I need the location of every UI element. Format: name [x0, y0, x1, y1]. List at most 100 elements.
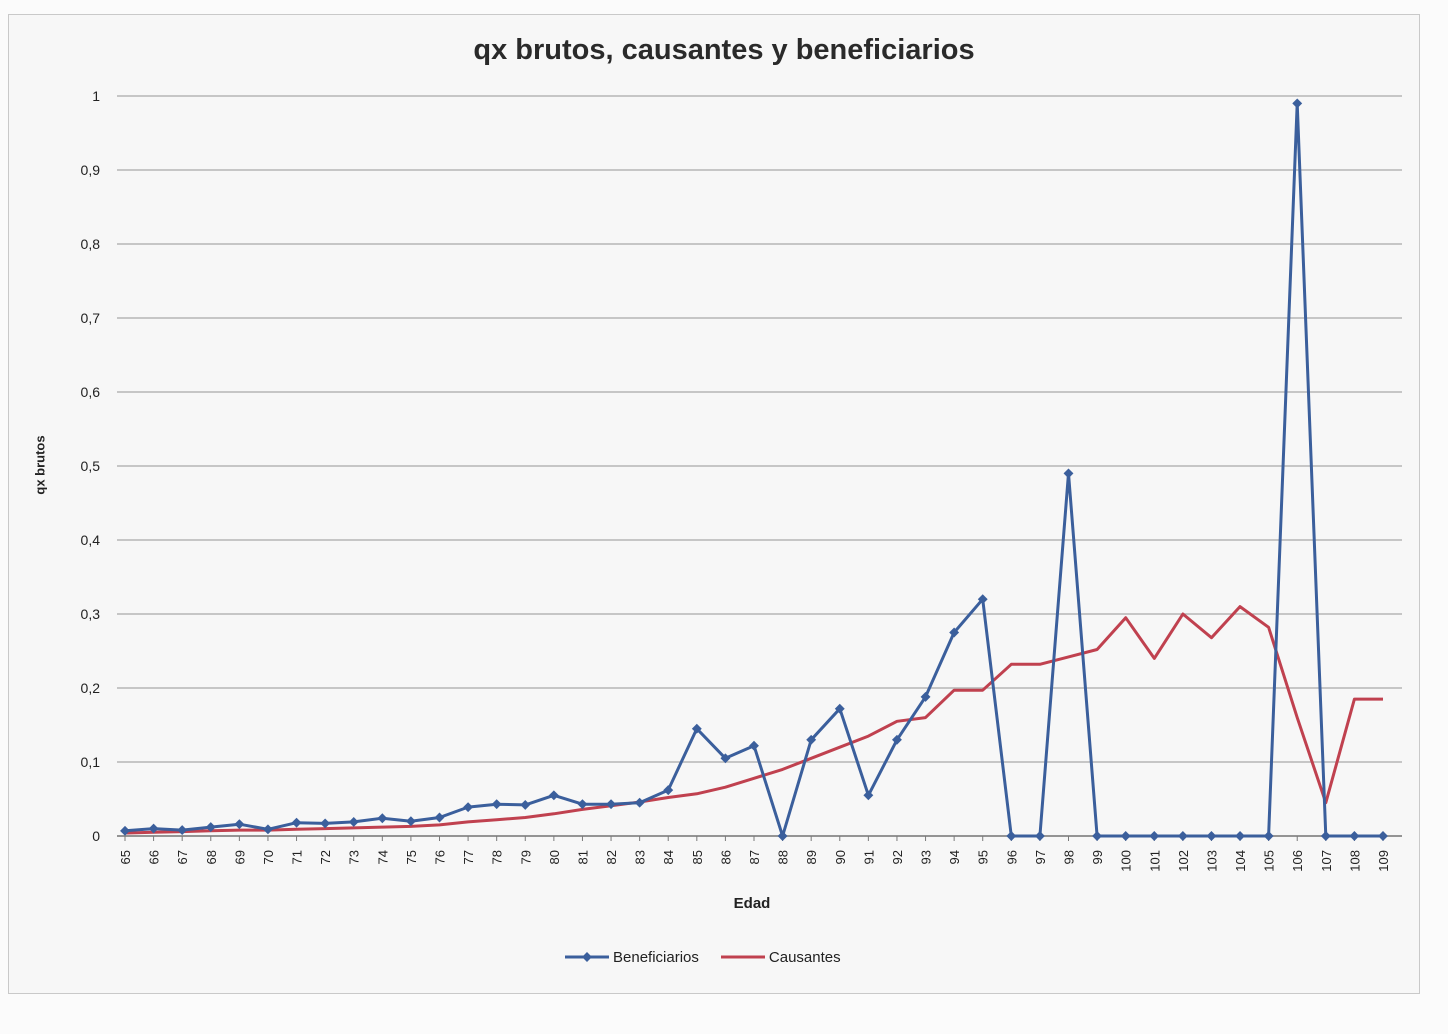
y-tick-label: 0,6	[81, 384, 101, 400]
data-point-beneficiarios	[1349, 831, 1360, 841]
x-tick-label: 103	[1204, 850, 1219, 872]
y-tick-label: 0,8	[81, 236, 101, 252]
x-tick-label: 94	[947, 850, 962, 864]
y-tick-label: 0,1	[81, 754, 101, 770]
data-point-beneficiarios	[749, 740, 759, 751]
x-tick-label: 81	[575, 850, 590, 864]
data-point-beneficiarios	[720, 753, 731, 764]
y-tick-label: 0,9	[81, 162, 101, 178]
x-tick-label: 104	[1233, 850, 1248, 872]
data-point-beneficiarios	[634, 797, 645, 808]
x-tick-label: 82	[604, 850, 619, 864]
data-point-beneficiarios	[1149, 831, 1160, 841]
x-tick-label: 71	[290, 850, 305, 864]
y-tick-label: 0,5	[81, 458, 101, 474]
data-point-beneficiarios	[405, 816, 416, 827]
data-point-beneficiarios	[1320, 831, 1331, 841]
series-line-causantes	[124, 605, 1383, 835]
data-point-beneficiarios	[834, 703, 845, 714]
x-tick-label: 86	[718, 850, 733, 864]
x-tick-label: 89	[804, 850, 819, 864]
y-tick-label: 0,2	[81, 680, 101, 696]
x-tick-label: 83	[633, 850, 648, 864]
x-tick-label: 105	[1262, 850, 1277, 872]
data-point-beneficiarios	[520, 799, 531, 810]
x-tick-label: 74	[375, 850, 390, 864]
y-tick-label: 0,7	[81, 310, 101, 326]
x-tick-label: 72	[318, 850, 333, 864]
x-tick-label: 73	[347, 850, 362, 864]
x-tick-label: 67	[175, 850, 190, 864]
y-tick-label: 1	[92, 88, 100, 104]
data-point-beneficiarios	[1034, 831, 1045, 841]
data-point-beneficiarios	[1177, 831, 1188, 841]
data-point-beneficiarios	[949, 627, 960, 638]
x-tick-label: 99	[1090, 850, 1105, 864]
x-tick-label: 102	[1176, 850, 1191, 872]
x-tick-label: 93	[919, 850, 934, 864]
data-point-beneficiarios	[548, 790, 559, 801]
x-tick-label: 66	[147, 850, 162, 864]
x-tick-label: 80	[547, 850, 562, 864]
data-point-beneficiarios	[663, 785, 674, 796]
x-tick-label: 100	[1119, 850, 1134, 872]
x-tick-label: 92	[890, 850, 905, 864]
series-line-beneficiarios	[124, 101, 1383, 838]
x-tick-label: 101	[1147, 850, 1162, 872]
data-point-beneficiarios	[1292, 98, 1303, 109]
x-tick-label: 107	[1319, 850, 1334, 872]
data-point-beneficiarios	[920, 691, 931, 702]
data-point-beneficiarios	[1006, 831, 1017, 841]
data-point-beneficiarios	[120, 825, 130, 836]
x-tick-label: 84	[661, 850, 676, 864]
data-point-beneficiarios	[320, 818, 331, 829]
x-tick-label: 78	[490, 850, 505, 864]
data-point-beneficiarios	[463, 802, 474, 813]
legend: Beneficiarios Causantes	[565, 947, 841, 967]
x-axis-label: Edad	[733, 895, 771, 912]
x-tick-label: 109	[1376, 850, 1391, 872]
x-tick-label: 98	[1062, 850, 1077, 864]
x-tick-label: 75	[404, 850, 419, 864]
legend-item-beneficiarios: Beneficiarios	[565, 947, 699, 967]
legend-label-causantes: Causantes	[768, 948, 841, 966]
data-point-beneficiarios	[263, 824, 273, 835]
data-point-beneficiarios	[691, 723, 702, 734]
y-tick-label: 0,3	[81, 606, 101, 622]
y-tick-label: 0	[92, 828, 100, 844]
x-tick-label: 87	[747, 850, 762, 864]
data-point-beneficiarios	[1092, 831, 1103, 841]
data-point-beneficiarios	[577, 799, 588, 810]
x-tick-label: 88	[776, 850, 791, 864]
data-point-beneficiarios	[348, 816, 359, 827]
data-point-beneficiarios	[234, 819, 245, 830]
x-tick-label: 90	[833, 850, 848, 864]
legend-label-beneficiarios: Beneficiarios	[613, 948, 699, 966]
data-point-beneficiarios	[1120, 831, 1131, 841]
data-point-beneficiarios	[1206, 831, 1217, 841]
x-tick-label: 97	[1033, 850, 1048, 864]
data-point-beneficiarios	[977, 594, 988, 605]
legend-item-causantes: Causantes	[720, 947, 841, 967]
x-tick-label: 79	[518, 850, 533, 864]
data-point-beneficiarios	[148, 823, 159, 834]
x-tick-label: 77	[461, 850, 476, 864]
data-point-beneficiarios	[1063, 468, 1074, 479]
data-point-beneficiarios	[291, 817, 302, 828]
legend-swatch-causantes	[720, 955, 765, 959]
x-tick-label: 69	[232, 850, 247, 864]
x-tick-label: 96	[1004, 850, 1019, 864]
data-point-beneficiarios	[491, 799, 502, 810]
data-point-beneficiarios	[1378, 831, 1388, 841]
data-point-beneficiarios	[377, 813, 388, 824]
x-tick-label: 76	[433, 850, 448, 864]
x-tick-label: 95	[976, 850, 991, 864]
data-point-beneficiarios	[806, 734, 817, 745]
data-point-beneficiarios	[777, 831, 788, 841]
data-point-beneficiarios	[177, 825, 188, 836]
x-tick-label: 65	[118, 850, 133, 864]
legend-swatch-beneficiarios	[565, 952, 609, 962]
data-point-beneficiarios	[1263, 831, 1274, 841]
data-point-beneficiarios	[606, 799, 616, 810]
